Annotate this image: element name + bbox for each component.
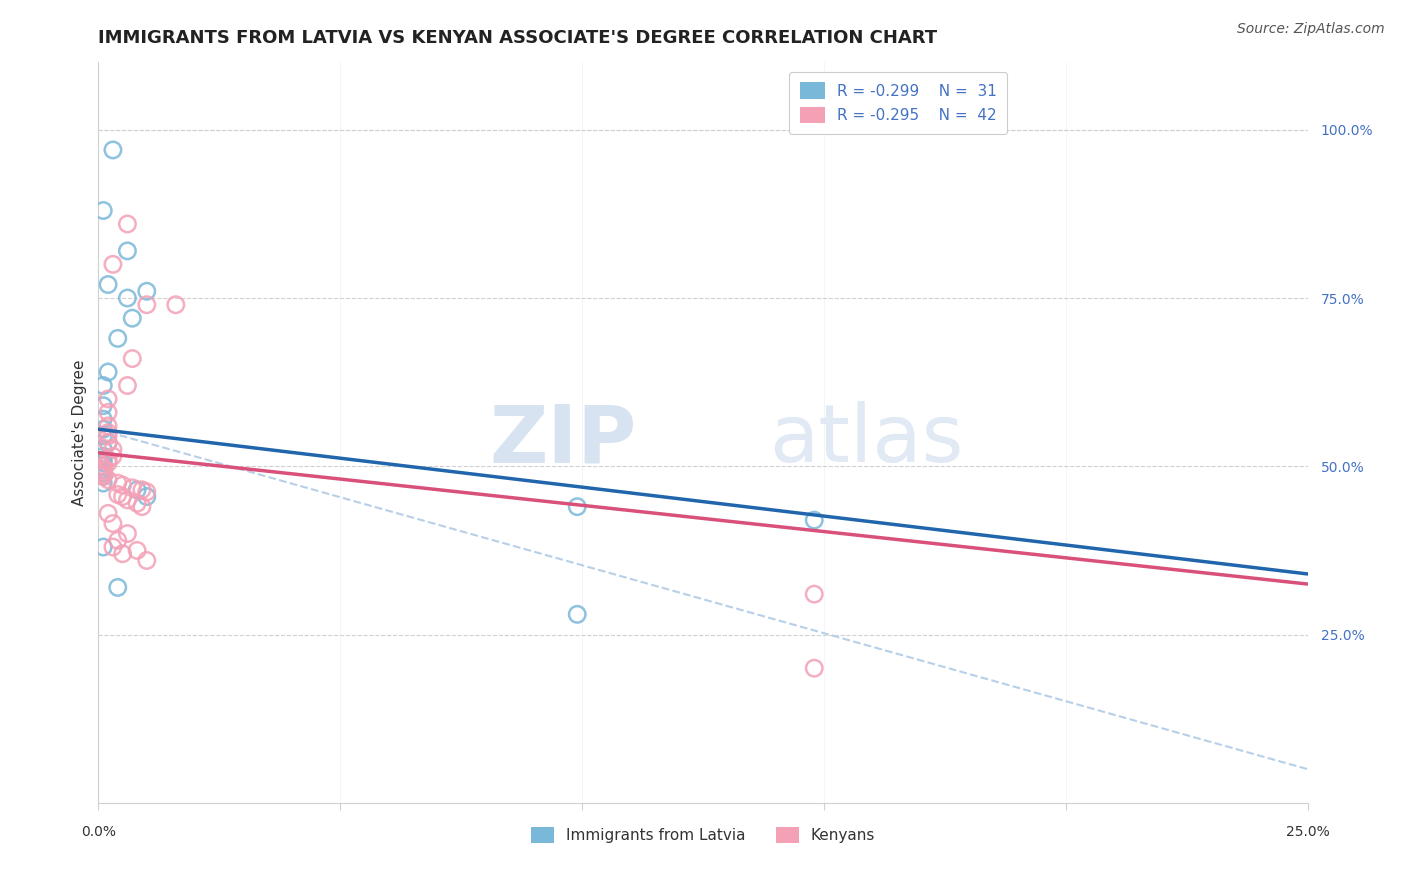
Point [135,298,157,312]
Point [101,442,124,457]
Point [97,429,120,443]
Point [91,540,114,554]
Point [97,365,120,379]
Point [803,661,825,675]
Point [91,412,114,426]
Point [117,291,139,305]
Point [91,378,114,392]
Point [131,500,153,514]
Point [97,435,120,450]
Point [97,473,120,487]
Text: 0.0%: 0.0% [82,825,115,839]
Point [107,533,129,548]
Point [97,452,120,467]
Point [127,543,149,558]
Point [91,459,114,474]
Point [91,429,114,443]
Point [97,418,120,433]
Y-axis label: Associate's Degree: Associate's Degree [72,359,87,506]
Point [101,449,124,463]
Point [117,492,139,507]
Point [107,581,129,595]
Point [91,456,114,470]
Point [121,351,143,366]
Point [117,378,139,392]
Point [165,298,187,312]
Point [135,285,157,299]
Point [91,203,114,218]
Point [91,422,114,436]
Point [91,452,114,467]
Point [803,587,825,601]
Point [135,484,157,499]
Text: atlas: atlas [769,401,965,479]
Point [97,507,120,521]
Point [121,311,143,326]
Point [107,331,129,345]
Point [91,399,114,413]
Point [97,456,120,470]
Point [121,481,143,495]
Point [101,516,124,531]
Point [135,553,157,567]
Point [101,257,124,271]
Point [97,435,120,450]
Point [91,476,114,491]
Point [111,547,134,561]
Point [567,607,589,622]
Point [117,526,139,541]
Point [91,449,114,463]
Point [97,277,120,292]
Point [91,462,114,476]
Point [91,469,114,483]
Point [127,496,149,510]
Point [91,465,114,479]
Point [91,467,114,482]
Point [101,540,124,554]
Text: IMMIGRANTS FROM LATVIA VS KENYAN ASSOCIATE'S DEGREE CORRELATION CHART: IMMIGRANTS FROM LATVIA VS KENYAN ASSOCIA… [98,29,938,47]
Text: Source: ZipAtlas.com: Source: ZipAtlas.com [1237,22,1385,37]
Point [111,490,134,504]
Point [91,442,114,457]
Point [97,405,120,419]
Point [117,217,139,231]
Legend: Immigrants from Latvia, Kenyans: Immigrants from Latvia, Kenyans [523,820,883,851]
Point [91,469,114,483]
Point [107,476,129,491]
Point [97,425,120,440]
Point [131,483,153,497]
Point [127,483,149,497]
Point [135,490,157,504]
Point [91,462,114,476]
Point [101,143,124,157]
Point [117,244,139,258]
Point [97,392,120,406]
Point [91,466,114,480]
Point [803,513,825,527]
Point [111,478,134,492]
Point [91,459,114,474]
Text: ZIP: ZIP [489,401,637,479]
Text: 25.0%: 25.0% [1285,825,1330,839]
Point [107,487,129,501]
Point [567,500,589,514]
